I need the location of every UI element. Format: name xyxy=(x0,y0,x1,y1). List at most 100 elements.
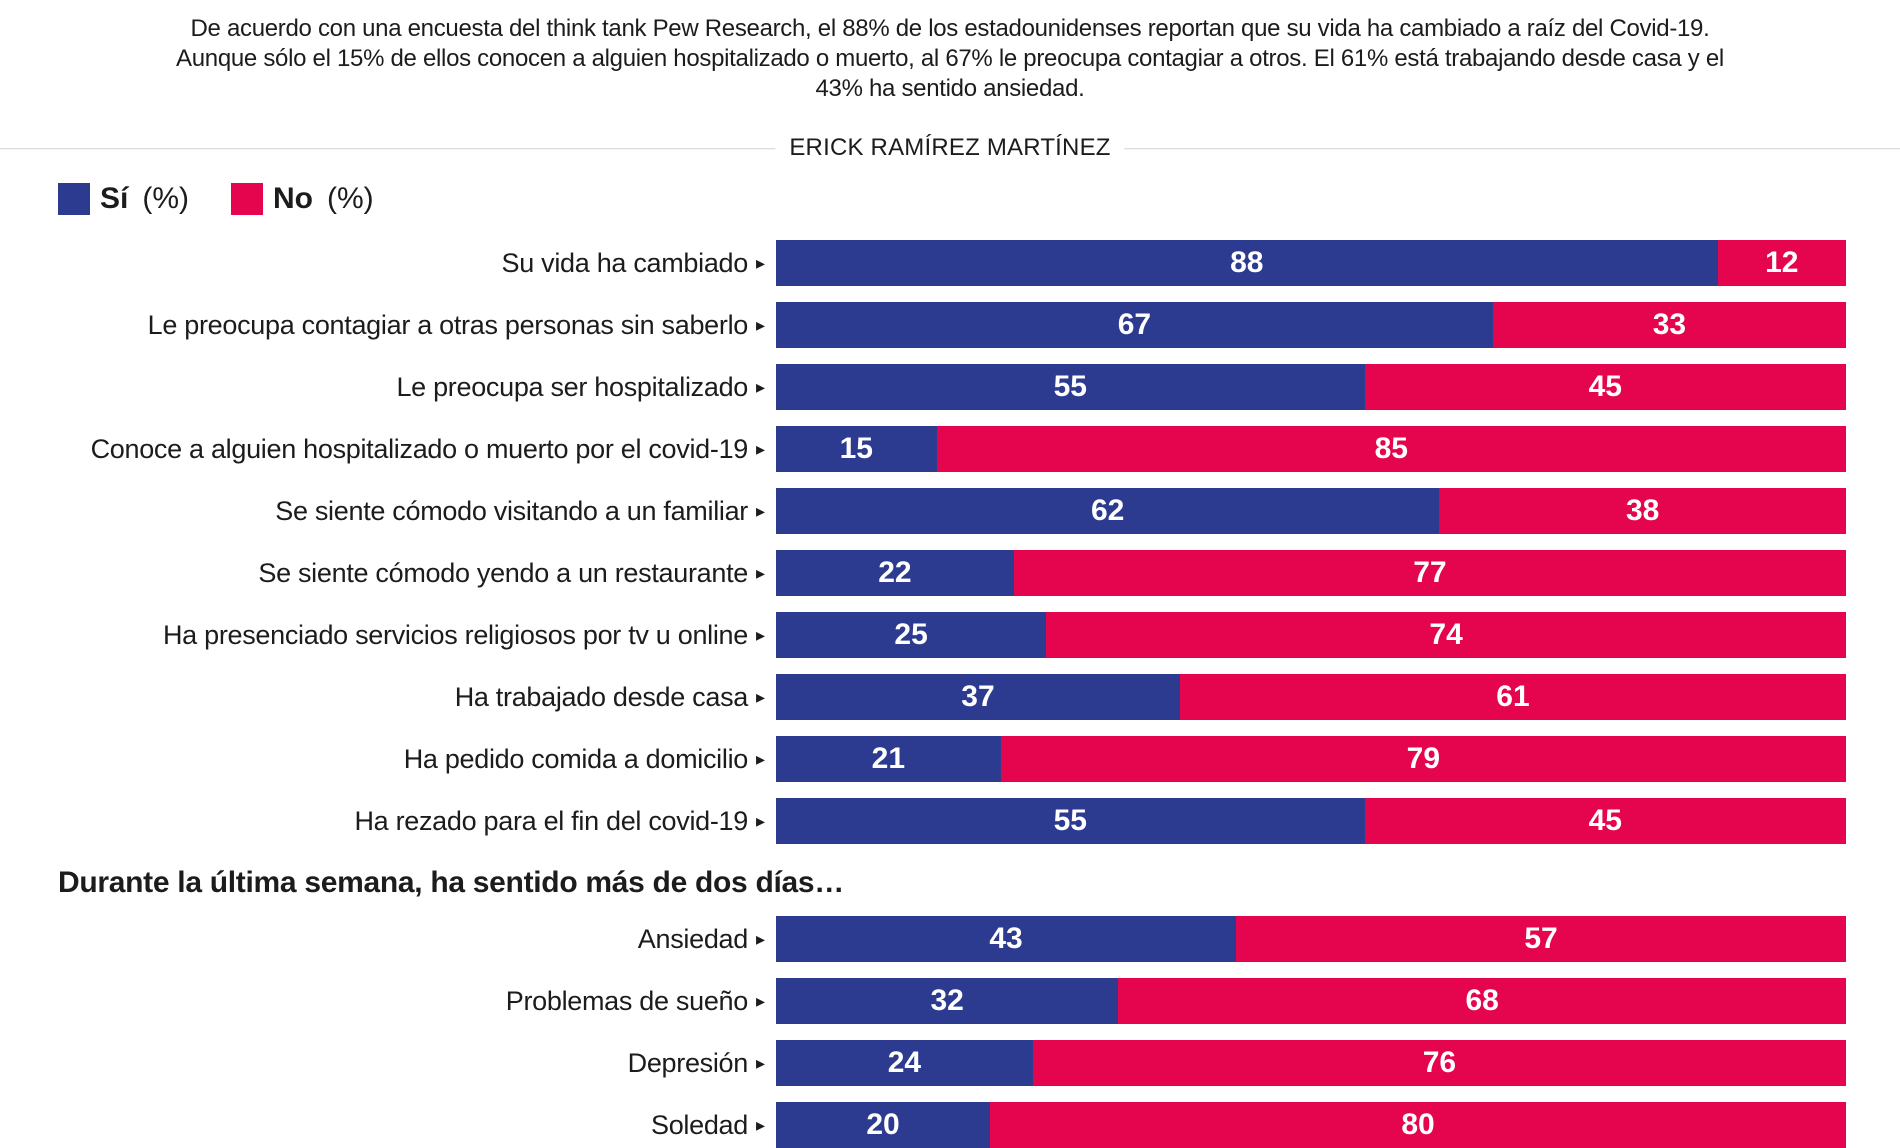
legend: Sí (%) No (%) xyxy=(58,182,1846,216)
bar-row: Le preocupa ser hospitalizado▸5545 xyxy=(54,364,1846,410)
triangle-icon: ▸ xyxy=(754,501,776,522)
bar-segment-no: 79 xyxy=(1001,736,1846,782)
bar-row: Ha trabajado desde casa▸3761 xyxy=(54,674,1846,720)
bar-label: Conoce a alguien hospitalizado o muerto … xyxy=(54,434,754,465)
triangle-icon: ▸ xyxy=(754,749,776,770)
stacked-bar: 8812 xyxy=(776,240,1846,286)
triangle-icon: ▸ xyxy=(754,253,776,274)
bar-label: Le preocupa ser hospitalizado xyxy=(54,372,754,403)
bar-label: Su vida ha cambiado xyxy=(54,248,754,279)
bar-row: Se siente cómodo visitando a un familiar… xyxy=(54,488,1846,534)
stacked-bar: 3268 xyxy=(776,978,1846,1024)
bar-segment-no: 80 xyxy=(990,1102,1846,1148)
bar-row: Ha presenciado servicios religiosos por … xyxy=(54,612,1846,658)
triangle-icon: ▸ xyxy=(754,1053,776,1074)
bar-segment-yes: 20 xyxy=(776,1102,990,1148)
legend-label-no: No xyxy=(273,182,313,216)
bar-segment-yes: 55 xyxy=(776,798,1365,844)
bar-segment-yes: 43 xyxy=(776,916,1236,962)
bar-label: Ha rezado para el fin del covid-19 xyxy=(54,806,754,837)
bar-label: Problemas de sueño xyxy=(54,986,754,1017)
legend-swatch-no xyxy=(231,183,263,215)
bar-label: Ha presenciado servicios religiosos por … xyxy=(54,620,754,651)
triangle-icon: ▸ xyxy=(754,439,776,460)
triangle-icon: ▸ xyxy=(754,625,776,646)
legend-item-yes: Sí (%) xyxy=(58,182,189,216)
legend-item-no: No (%) xyxy=(231,182,374,216)
bar-label: Ha pedido comida a domicilio xyxy=(54,744,754,775)
legend-swatch-yes xyxy=(58,183,90,215)
bar-row: Problemas de sueño▸3268 xyxy=(54,978,1846,1024)
bar-row: Soledad▸2080 xyxy=(54,1102,1846,1148)
bar-segment-yes: 25 xyxy=(776,612,1046,658)
bar-label: Le preocupa contagiar a otras personas s… xyxy=(54,310,754,341)
bar-segment-no: 76 xyxy=(1033,1040,1846,1086)
stacked-bar: 6733 xyxy=(776,302,1846,348)
bar-segment-no: 45 xyxy=(1365,364,1847,410)
stacked-bar: 2179 xyxy=(776,736,1846,782)
bar-row: Se siente cómodo yendo a un restaurante▸… xyxy=(54,550,1846,596)
bar-segment-yes: 15 xyxy=(776,426,937,472)
bar-segment-yes: 62 xyxy=(776,488,1439,534)
stacked-bar: 4357 xyxy=(776,916,1846,962)
intro-paragraph: De acuerdo con una encuesta del think ta… xyxy=(170,14,1730,104)
triangle-icon: ▸ xyxy=(754,811,776,832)
bar-row: Le preocupa contagiar a otras personas s… xyxy=(54,302,1846,348)
byline-text: ERICK RAMÍREZ MARTÍNEZ xyxy=(775,134,1124,162)
bar-label: Ha trabajado desde casa xyxy=(54,682,754,713)
chart-body: Sí (%) No (%) Su vida ha cambiado▸8812Le… xyxy=(0,182,1900,1148)
bar-row: Conoce a alguien hospitalizado o muerto … xyxy=(54,426,1846,472)
stacked-bar: 5545 xyxy=(776,798,1846,844)
legend-suffix-yes: (%) xyxy=(142,182,189,216)
stacked-bar: 1585 xyxy=(776,426,1846,472)
bar-label: Ansiedad xyxy=(54,924,754,955)
chart-container: De acuerdo con una encuesta del think ta… xyxy=(0,0,1900,1068)
triangle-icon: ▸ xyxy=(754,1115,776,1136)
triangle-icon: ▸ xyxy=(754,687,776,708)
bar-segment-no: 45 xyxy=(1365,798,1847,844)
legend-label-yes: Sí xyxy=(100,182,128,216)
stacked-bar: 5545 xyxy=(776,364,1846,410)
triangle-icon: ▸ xyxy=(754,929,776,950)
bar-row: Ha pedido comida a domicilio▸2179 xyxy=(54,736,1846,782)
bar-segment-yes: 21 xyxy=(776,736,1001,782)
bar-segment-no: 57 xyxy=(1236,916,1846,962)
bar-segment-yes: 24 xyxy=(776,1040,1033,1086)
bar-segment-no: 85 xyxy=(937,426,1847,472)
bar-segment-no: 33 xyxy=(1493,302,1846,348)
triangle-icon: ▸ xyxy=(754,315,776,336)
bar-row: Ha rezado para el fin del covid-19▸5545 xyxy=(54,798,1846,844)
triangle-icon: ▸ xyxy=(754,563,776,584)
stacked-bar: 2476 xyxy=(776,1040,1846,1086)
bar-segment-yes: 55 xyxy=(776,364,1365,410)
stacked-bar: 6238 xyxy=(776,488,1846,534)
section-title: Durante la última semana, ha sentido más… xyxy=(58,866,1846,900)
bar-segment-no: 61 xyxy=(1180,674,1846,720)
bar-segment-no: 38 xyxy=(1439,488,1846,534)
stacked-bar: 2574 xyxy=(776,612,1846,658)
bar-row: Depresión▸2476 xyxy=(54,1040,1846,1086)
bar-segment-yes: 88 xyxy=(776,240,1718,286)
bar-label: Se siente cómodo yendo a un restaurante xyxy=(54,558,754,589)
bar-label: Soledad xyxy=(54,1110,754,1141)
bar-segment-no: 74 xyxy=(1046,612,1846,658)
bar-segment-no: 77 xyxy=(1014,550,1846,596)
bar-label: Depresión xyxy=(54,1048,754,1079)
triangle-icon: ▸ xyxy=(754,377,776,398)
stacked-bar: 2080 xyxy=(776,1102,1846,1148)
legend-suffix-no: (%) xyxy=(327,182,374,216)
byline-row: ERICK RAMÍREZ MARTÍNEZ xyxy=(0,130,1900,164)
stacked-bar: 2277 xyxy=(776,550,1846,596)
bar-label: Se siente cómodo visitando a un familiar xyxy=(54,496,754,527)
bar-segment-no: 12 xyxy=(1718,240,1846,286)
triangle-icon: ▸ xyxy=(754,991,776,1012)
bar-segment-yes: 32 xyxy=(776,978,1118,1024)
bar-group-2: Ansiedad▸4357Problemas de sueño▸3268Depr… xyxy=(54,916,1846,1148)
bar-row: Su vida ha cambiado▸8812 xyxy=(54,240,1846,286)
bar-group-1: Su vida ha cambiado▸8812Le preocupa cont… xyxy=(54,240,1846,844)
bar-row: Ansiedad▸4357 xyxy=(54,916,1846,962)
bar-segment-yes: 37 xyxy=(776,674,1180,720)
stacked-bar: 3761 xyxy=(776,674,1846,720)
bar-segment-yes: 67 xyxy=(776,302,1493,348)
bar-segment-no: 68 xyxy=(1118,978,1846,1024)
